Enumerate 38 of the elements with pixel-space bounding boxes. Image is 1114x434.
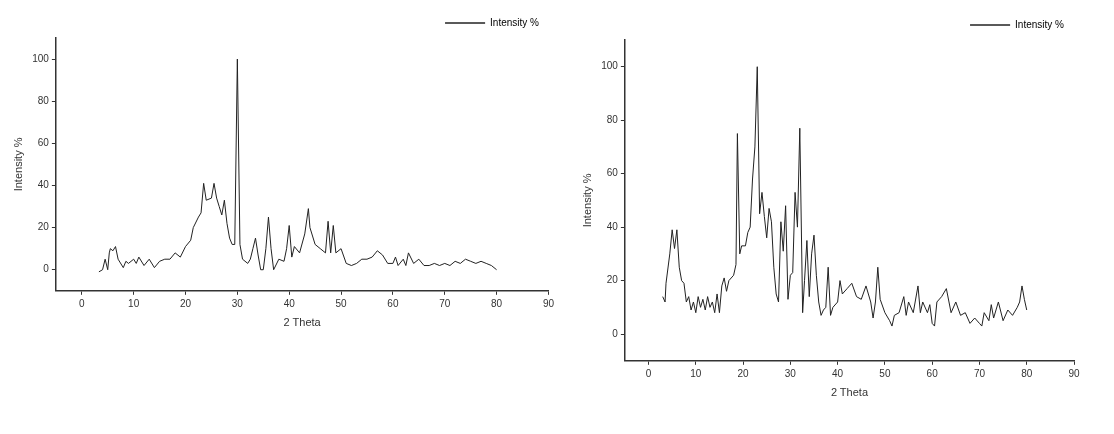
- x-tick-label: 30: [231, 297, 244, 309]
- y-tick-label: 0: [43, 263, 50, 275]
- y-axis-title: Intensity %: [580, 173, 593, 228]
- y-tick-label: 40: [37, 179, 50, 191]
- x-tick-label: 90: [542, 297, 555, 309]
- y-tick-label: 40: [606, 220, 619, 232]
- x-tick-label: 80: [491, 297, 503, 309]
- y-axis-title: Intensity %: [11, 137, 24, 192]
- y-tick-label: 100: [601, 60, 619, 72]
- y-tick-label: 80: [37, 94, 50, 106]
- x-tick-label: 60: [926, 367, 939, 379]
- y-tick-label: 100: [32, 52, 50, 64]
- x-tick-label: 30: [784, 367, 797, 379]
- x-tick-label: 60: [387, 297, 399, 309]
- y-tick-label: 60: [37, 137, 50, 149]
- y-tick-label: 20: [37, 221, 50, 233]
- legend-label: Intensity %: [490, 16, 540, 28]
- x-tick-label: 10: [128, 297, 140, 309]
- x-tick-label: 80: [1021, 367, 1033, 379]
- x-tick-label: 50: [335, 297, 348, 309]
- legend-label: Intensity %: [1015, 18, 1065, 30]
- x-tick-label: 10: [690, 367, 702, 379]
- x-tick-label: 20: [179, 297, 192, 309]
- x-tick-label: 20: [737, 367, 750, 379]
- x-tick-label: 70: [973, 367, 986, 379]
- x-tick-label: 0: [645, 367, 652, 379]
- y-tick-label: 60: [606, 167, 619, 179]
- x-axis-title: 2 Theta: [830, 386, 869, 399]
- x-tick-label: 40: [283, 297, 296, 309]
- y-tick-label: 80: [606, 113, 619, 125]
- x-tick-label: 50: [879, 367, 891, 379]
- x-tick-label: 70: [439, 297, 451, 309]
- x-tick-label: 40: [832, 367, 844, 379]
- y-tick-label: 0: [612, 327, 619, 339]
- x-tick-label: 90: [1068, 367, 1080, 379]
- x-tick-label: 0: [79, 297, 86, 309]
- x-axis-title: 2 Theta: [283, 316, 322, 329]
- y-tick-label: 20: [606, 274, 619, 286]
